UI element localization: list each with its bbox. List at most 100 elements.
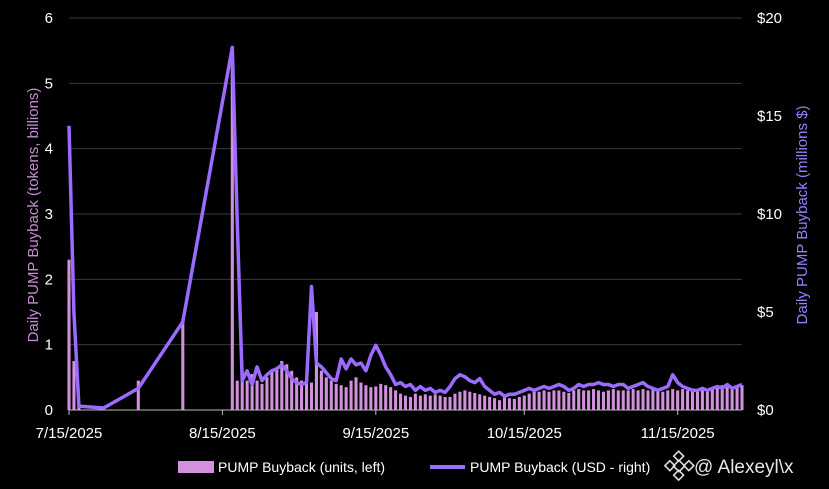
bar — [329, 380, 333, 410]
bar — [517, 396, 521, 410]
bar — [567, 393, 571, 410]
left-tick-label: 3 — [45, 206, 53, 223]
bar — [705, 391, 709, 410]
left-tick-label: 5 — [45, 75, 53, 92]
bar — [324, 377, 328, 410]
x-tick-label: 10/15/2025 — [487, 425, 562, 442]
bar — [488, 396, 492, 410]
bar — [542, 390, 546, 410]
right-tick-label: $0 — [757, 402, 774, 419]
bar — [626, 390, 630, 410]
bar — [631, 389, 635, 410]
bar — [681, 389, 685, 410]
legend-bar-swatch — [178, 461, 214, 473]
bar — [280, 361, 284, 410]
bar — [408, 396, 412, 410]
bar — [453, 393, 457, 410]
bar — [527, 393, 531, 410]
bar — [354, 377, 358, 410]
bar — [676, 390, 680, 410]
bar — [265, 377, 269, 410]
bar — [730, 389, 734, 410]
bar — [468, 391, 472, 410]
bar — [725, 387, 729, 410]
bar — [483, 395, 487, 410]
bar — [547, 391, 551, 410]
bar — [695, 389, 699, 410]
bar — [636, 390, 640, 410]
bar — [399, 393, 403, 410]
bar — [359, 382, 363, 410]
bar — [344, 387, 348, 410]
bar — [433, 394, 437, 410]
bar — [666, 390, 670, 410]
bar — [601, 391, 605, 410]
bar — [463, 390, 467, 410]
bar — [389, 387, 393, 410]
bar — [656, 390, 660, 410]
x-tick-label: 7/15/2025 — [36, 425, 103, 442]
watermark: @ Alexeyl\x — [663, 450, 794, 482]
bar — [690, 388, 695, 410]
bar — [428, 395, 432, 410]
bar — [502, 396, 507, 410]
bar — [270, 370, 274, 410]
bar — [646, 390, 650, 410]
bar — [458, 391, 462, 410]
bar — [497, 400, 502, 410]
bar — [507, 398, 511, 410]
bar — [384, 385, 388, 410]
gridlines — [69, 17, 742, 411]
bar — [621, 390, 625, 410]
bar — [616, 390, 620, 410]
right-tick-label: $15 — [757, 108, 782, 125]
bar — [413, 393, 417, 410]
bar — [255, 380, 259, 410]
left-tick-label: 4 — [45, 141, 53, 158]
bar — [67, 259, 71, 410]
bar — [339, 385, 343, 410]
right-tick-label: $20 — [757, 10, 782, 27]
bar — [403, 395, 408, 410]
bar — [369, 387, 373, 410]
right-axis-title: Daily PUMP Buyback (millions $) — [794, 106, 811, 325]
right-tick-label: $5 — [757, 304, 774, 321]
bar — [587, 390, 591, 410]
legend: PUMP Buyback (units, left) PUMP Buyback … — [178, 459, 650, 475]
binance-square-icon — [663, 450, 695, 482]
usd-line — [67, 45, 743, 410]
bar — [290, 370, 294, 410]
bar — [562, 391, 566, 410]
watermark-text: @ Alexeyl\x — [694, 457, 794, 478]
right-tick-label: $10 — [757, 206, 782, 223]
bar — [364, 385, 368, 410]
bar — [235, 380, 239, 410]
line-series-usd — [67, 45, 743, 410]
bar — [374, 386, 378, 410]
bar — [700, 390, 704, 410]
bar — [250, 374, 254, 410]
bar — [596, 390, 601, 410]
bar — [552, 390, 556, 410]
bar — [592, 389, 596, 410]
bar — [72, 361, 76, 410]
bar — [715, 387, 719, 410]
bar — [735, 387, 739, 410]
bar — [661, 391, 665, 410]
bar — [720, 385, 724, 410]
legend-bar-label: PUMP Buyback (units, left) — [218, 459, 385, 475]
bar — [478, 394, 482, 410]
bar — [493, 398, 497, 410]
bar — [285, 364, 289, 410]
bar — [304, 383, 309, 410]
left-tick-label: 6 — [45, 10, 53, 27]
bar — [522, 395, 526, 410]
bar — [512, 398, 516, 410]
bar — [448, 396, 452, 410]
bar — [572, 390, 576, 410]
left-axis-title: Daily PUMP Buyback (tokens, billions) — [25, 88, 42, 343]
left-axis-ticks: 0 1 2 3 4 5 6 — [45, 10, 53, 419]
bar — [334, 383, 338, 410]
x-tick-label: 8/15/2025 — [189, 425, 256, 442]
